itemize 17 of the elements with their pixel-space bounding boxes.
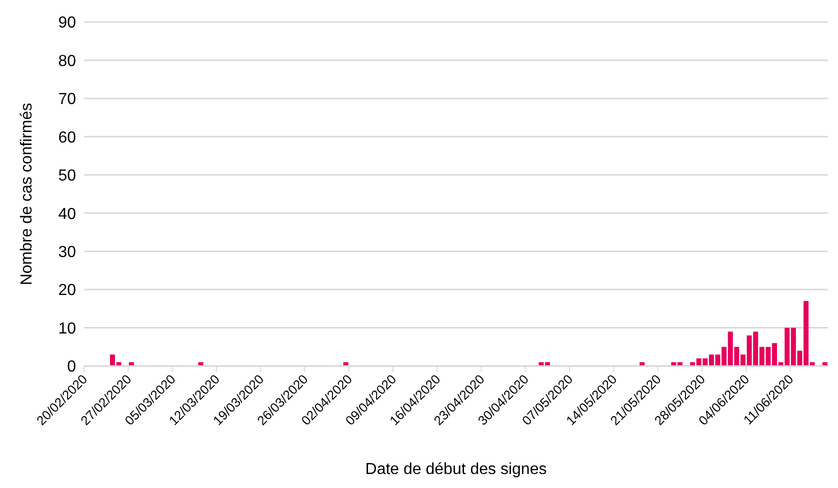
y-tick-label: 70 (58, 91, 76, 108)
x-axis-title: Date de début des signes (365, 461, 547, 478)
y-axis-title: Nombre de cas confirmés (18, 102, 36, 286)
y-tick-label: 90 (58, 14, 76, 32)
y-tick-label: 10 (58, 320, 76, 338)
y-tick-label: 40 (58, 206, 76, 223)
y-tick-label: 60 (58, 129, 76, 146)
bar (198, 362, 204, 366)
y-tick-label: 50 (58, 168, 76, 185)
y-tick-label: 20 (58, 282, 76, 300)
y-tick-label: 0 (67, 358, 76, 376)
bar (822, 362, 828, 366)
y-tick-label: 30 (58, 244, 76, 262)
y-tick-label: 80 (58, 52, 76, 70)
bar (343, 362, 348, 366)
bar (128, 362, 134, 366)
bar (640, 362, 645, 366)
